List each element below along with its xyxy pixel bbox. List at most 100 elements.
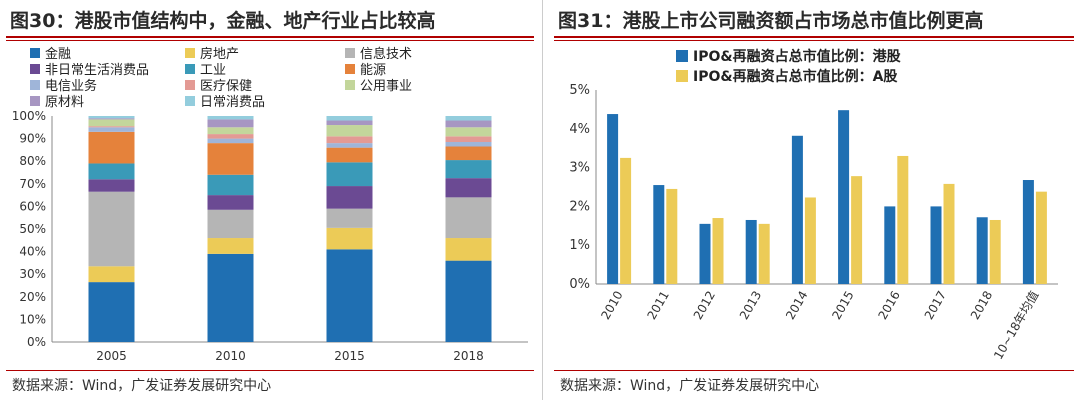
left-bar-segment-1-0 — [207, 253, 254, 342]
left-bar-segment-0-4 — [88, 163, 135, 180]
right-bar-2-1 — [712, 218, 724, 284]
left-bar-segment-3-8 — [445, 127, 492, 137]
left-legend-swatch — [185, 63, 195, 74]
right-y-tick-label: 2% — [569, 199, 590, 214]
right-x-tick-label: 2015 — [829, 289, 856, 322]
left-bar-segment-2-10 — [326, 116, 373, 121]
right-x-tick-label: 10~18年均值 — [990, 288, 1041, 362]
left-bar-segment-2-7 — [326, 136, 373, 144]
left-legend-label: 能源 — [360, 63, 387, 78]
right-bar-4-0 — [791, 135, 803, 284]
left-legend-label: 金融 — [45, 47, 72, 62]
left-y-tick-label: 60% — [19, 199, 46, 213]
right-x-tick-label: 2010 — [598, 289, 625, 322]
left-bar-segment-2-2 — [326, 208, 373, 228]
right-x-tick-label: 2018 — [968, 289, 995, 322]
left-legend-item: 原材料 — [30, 91, 84, 110]
left-bar-segment-2-9 — [326, 120, 373, 126]
left-chart-title: 图30：港股市值结构中，金融、地产行业占比较高 — [10, 10, 436, 32]
left-legend-swatch — [345, 79, 355, 90]
left-source-note: 数据来源：Wind，广发证券发展研究中心 — [12, 378, 272, 394]
right-footer-rule — [554, 370, 1074, 371]
left-bar-segment-3-10 — [445, 116, 492, 121]
left-x-tick-label: 2015 — [334, 349, 365, 363]
right-bar-5-1 — [851, 176, 863, 284]
left-bar-segment-1-4 — [207, 174, 254, 196]
left-bar-segment-1-7 — [207, 134, 254, 139]
left-legend-item: 金融 — [30, 43, 71, 62]
left-bar-segment-1-3 — [207, 195, 254, 210]
right-bar-7-0 — [930, 206, 942, 284]
left-bar-segment-3-4 — [445, 160, 492, 179]
left-bar-segment-0-7 — [88, 126, 135, 128]
left-bar-segment-0-6 — [88, 127, 135, 132]
left-legend-label: 原材料 — [45, 95, 85, 110]
right-bar-3-0 — [745, 219, 757, 284]
left-bar-segment-3-2 — [445, 197, 492, 239]
left-bar-segment-3-3 — [445, 178, 492, 198]
left-legend-label: 电信业务 — [45, 79, 98, 94]
left-stacked-bar-chart: 0% 10% 20% 30% 40% 50% 60% 70% 80% 90% 100% 2005 201… — [12, 109, 528, 363]
right-bar-3-1 — [758, 223, 770, 284]
left-legend-item: 房地产 — [185, 43, 239, 62]
left-x-tick-label: 2010 — [215, 349, 246, 363]
left-y-tick-label: 20% — [19, 290, 46, 304]
right-y-tick-label: 4% — [569, 122, 590, 137]
left-bar-segment-3-7 — [445, 136, 492, 142]
right-bar-7-1 — [943, 183, 955, 284]
left-bar-segment-1-9 — [207, 119, 254, 128]
right-y-tick-label: 5% — [569, 83, 590, 98]
right-x-tick-label: 2014 — [783, 289, 810, 322]
left-legend-item: 非日常生活消费品 — [30, 59, 149, 78]
left-y-tick-label: 50% — [19, 222, 46, 236]
right-bar-8-0 — [976, 217, 988, 284]
left-legend-swatch — [345, 47, 355, 58]
left-title-rule-thin — [6, 40, 534, 41]
left-y-tick-label: 0% — [27, 335, 46, 349]
left-legend-swatch — [185, 79, 195, 90]
left-bar-segment-0-2 — [88, 191, 135, 267]
right-bar-9-0 — [1022, 180, 1034, 284]
left-bar-segment-1-10 — [207, 116, 254, 120]
right-legend-label: IPO&再融资占总市值比例：港股 — [693, 49, 901, 65]
left-bar-segment-0-9 — [88, 118, 135, 120]
left-bar-segment-0-5 — [88, 131, 135, 164]
left-bar-segment-2-0 — [326, 249, 373, 342]
right-bar-0-1 — [620, 157, 632, 284]
right-bar-6-0 — [884, 206, 896, 284]
left-bar-segment-3-0 — [445, 260, 492, 342]
right-legend-label: IPO&再融资占总市值比例：A股 — [693, 69, 898, 85]
left-legend-swatch — [30, 95, 40, 106]
left-bar-segment-0-8 — [88, 119, 135, 127]
right-grouped-bar-chart: 0% 1% 2% 3% 4% 5% 2010 2011 2012 2013 2014 2015 2016… — [569, 83, 1058, 362]
left-legend-swatch — [30, 47, 40, 58]
left-legend-item: 日常消费品 — [185, 91, 265, 110]
left-legend-item: 信息技术 — [345, 43, 412, 62]
left-legend-swatch — [30, 63, 40, 74]
right-bar-5-0 — [838, 110, 850, 285]
left-legend-label: 工业 — [200, 63, 227, 78]
left-bar-segment-2-5 — [326, 147, 373, 163]
left-legend-label: 公用事业 — [360, 79, 413, 94]
right-x-tick-label: 2017 — [922, 289, 949, 322]
left-legend-label: 日常消费品 — [200, 95, 266, 110]
right-x-tick-label: 2016 — [876, 289, 903, 322]
left-legend-swatch — [345, 63, 355, 74]
right-title-rule — [554, 36, 1074, 38]
right-x-tick-label: 2012 — [691, 289, 718, 322]
left-bar-segment-1-5 — [207, 143, 254, 175]
right-legend-item: IPO&再融资占总市值比例：港股 — [676, 46, 901, 66]
left-bar-segment-2-6 — [326, 143, 373, 148]
left-bar-segment-3-9 — [445, 120, 492, 128]
right-y-tick-label: 3% — [569, 161, 590, 176]
left-legend-label: 房地产 — [200, 47, 240, 62]
right-x-tick-label: 2013 — [737, 289, 764, 322]
left-bar-segment-1-2 — [207, 209, 254, 239]
right-bar-4-1 — [804, 197, 816, 284]
left-x-tick-label: 2018 — [453, 349, 484, 363]
left-x-tick-label: 2005 — [96, 349, 127, 363]
left-bar-segment-1-6 — [207, 138, 254, 144]
right-bar-8-1 — [989, 219, 1001, 284]
left-y-tick-label: 40% — [19, 245, 46, 259]
right-bar-1-1 — [666, 188, 678, 284]
